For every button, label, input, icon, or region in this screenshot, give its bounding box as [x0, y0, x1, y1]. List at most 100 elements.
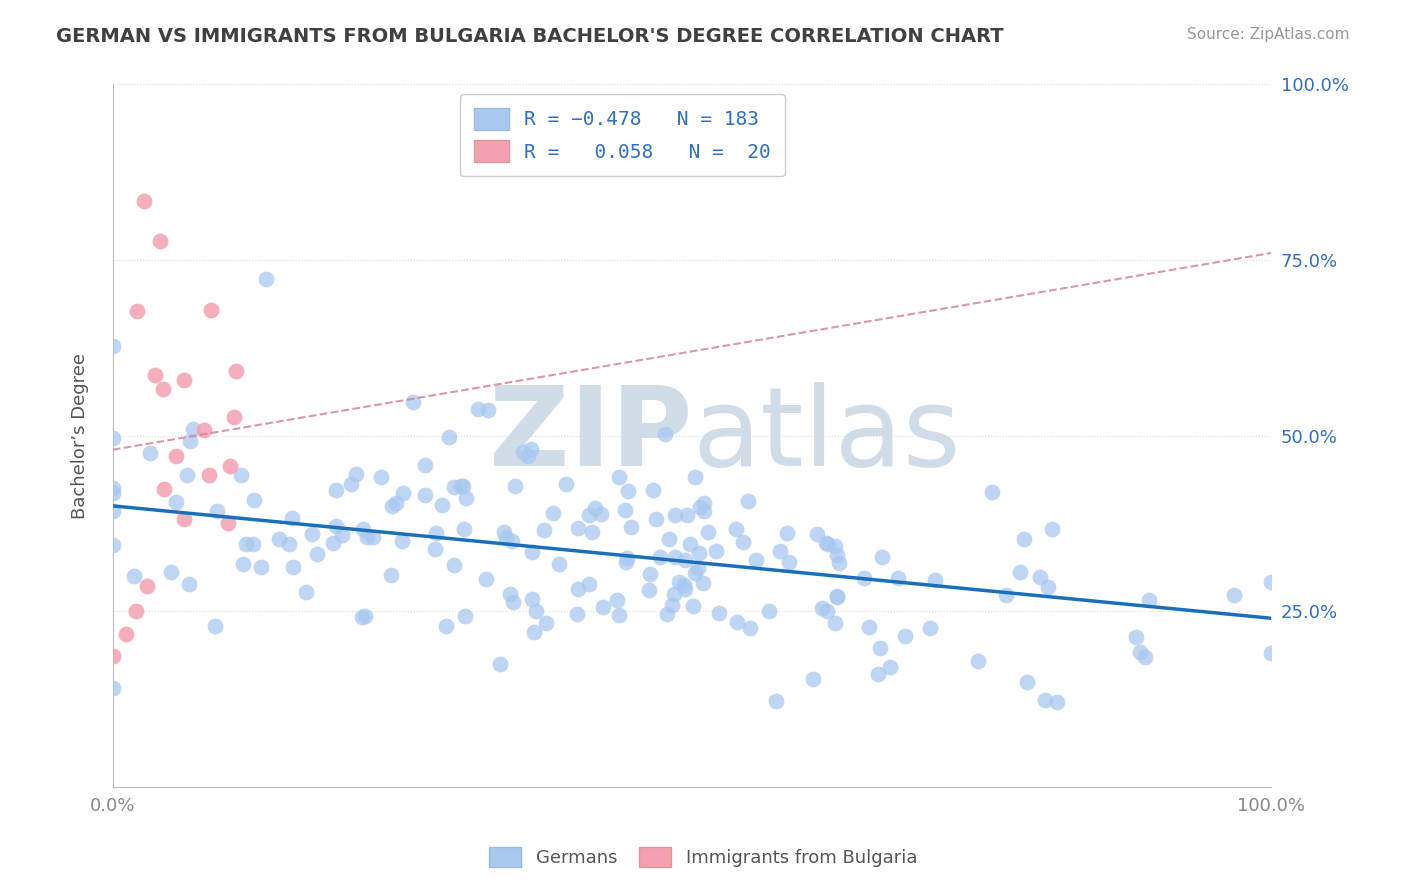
Point: [524, 604, 547, 618]
Point: [673, 578, 696, 592]
Point: [1222, 588, 1244, 602]
Point: [655, 607, 678, 621]
Point: [340, 476, 363, 491]
Point: [307, 547, 329, 561]
Point: [578, 576, 600, 591]
Point: [183, 422, 205, 436]
Point: [267, 532, 290, 546]
Point: [352, 522, 374, 536]
Point: [149, 234, 172, 248]
Point: [817, 537, 839, 551]
Point: [801, 673, 824, 687]
Point: [385, 496, 408, 510]
Point: [225, 364, 247, 378]
Point: [1125, 630, 1147, 644]
Point: [520, 592, 543, 607]
Point: [689, 500, 711, 514]
Point: [101, 538, 124, 552]
Point: [827, 591, 849, 605]
Point: [648, 549, 671, 564]
Point: [548, 558, 571, 572]
Point: [499, 586, 522, 600]
Point: [853, 571, 876, 585]
Point: [413, 488, 436, 502]
Text: Source: ZipAtlas.com: Source: ZipAtlas.com: [1187, 27, 1350, 42]
Point: [778, 555, 800, 569]
Point: [443, 558, 465, 573]
Legend: R = −0.478   N = 183, R =   0.058   N =  20: R = −0.478 N = 183, R = 0.058 N = 20: [460, 95, 785, 176]
Point: [638, 582, 661, 597]
Point: [616, 550, 638, 565]
Point: [179, 577, 201, 591]
Point: [683, 566, 706, 581]
Point: [523, 625, 546, 640]
Point: [688, 546, 710, 560]
Point: [858, 620, 880, 634]
Point: [668, 575, 690, 590]
Point: [325, 518, 347, 533]
Point: [401, 395, 423, 409]
Point: [567, 582, 589, 596]
Point: [520, 442, 543, 457]
Point: [503, 479, 526, 493]
Point: [278, 537, 301, 551]
Point: [815, 603, 838, 617]
Point: [707, 606, 730, 620]
Point: [581, 525, 603, 540]
Point: [101, 431, 124, 445]
Point: [725, 615, 748, 629]
Point: [114, 627, 136, 641]
Point: [495, 531, 517, 545]
Point: [330, 528, 353, 542]
Point: [541, 506, 564, 520]
Point: [415, 458, 437, 472]
Point: [325, 483, 347, 497]
Point: [179, 434, 201, 448]
Point: [370, 470, 392, 484]
Point: [733, 535, 755, 549]
Point: [380, 568, 402, 582]
Point: [654, 426, 676, 441]
Point: [725, 522, 748, 536]
Point: [1135, 649, 1157, 664]
Point: [924, 573, 946, 587]
Point: [477, 402, 499, 417]
Point: [737, 493, 759, 508]
Point: [122, 569, 145, 583]
Point: [218, 458, 240, 473]
Point: [1036, 580, 1059, 594]
Point: [153, 483, 176, 497]
Point: [322, 536, 344, 550]
Point: [613, 503, 636, 517]
Point: [697, 525, 720, 540]
Point: [658, 533, 681, 547]
Point: [295, 584, 318, 599]
Point: [101, 486, 124, 500]
Point: [810, 601, 832, 615]
Point: [1017, 674, 1039, 689]
Point: [620, 520, 643, 534]
Point: [165, 449, 187, 463]
Point: [607, 608, 630, 623]
Point: [439, 430, 461, 444]
Point: [200, 302, 222, 317]
Point: [827, 548, 849, 562]
Point: [638, 566, 661, 581]
Point: [688, 560, 710, 574]
Point: [920, 621, 942, 635]
Point: [828, 556, 851, 570]
Point: [673, 553, 696, 567]
Point: [502, 595, 524, 609]
Point: [354, 609, 377, 624]
Point: [662, 587, 685, 601]
Point: [824, 539, 846, 553]
Point: [136, 579, 159, 593]
Point: [453, 479, 475, 493]
Point: [242, 537, 264, 551]
Point: [434, 619, 457, 633]
Point: [567, 521, 589, 535]
Point: [565, 607, 588, 622]
Y-axis label: Bachelor’s Degree: Bachelor’s Degree: [72, 352, 89, 518]
Point: [981, 484, 1004, 499]
Point: [512, 444, 534, 458]
